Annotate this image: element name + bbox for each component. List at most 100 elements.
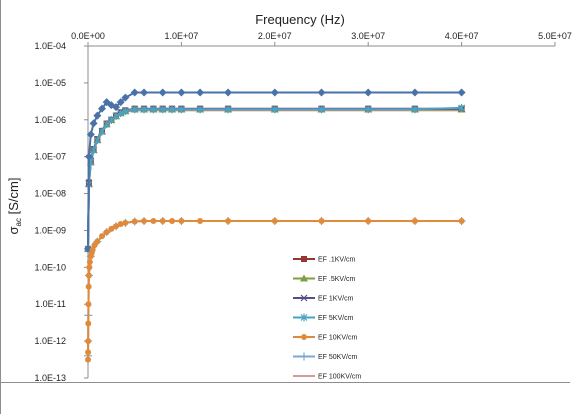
data-point — [112, 103, 121, 112]
data-point — [411, 218, 418, 225]
data-point — [94, 238, 101, 245]
series-line — [87, 107, 462, 249]
data-point — [86, 130, 95, 139]
data-point — [130, 88, 139, 97]
data-point — [86, 264, 93, 271]
y-axis-title: σac [S/cm] — [6, 178, 23, 235]
data-point — [457, 88, 466, 97]
data-point — [103, 229, 110, 236]
data-point — [271, 218, 278, 225]
x-tick-label: 5.0E+07 — [538, 31, 572, 41]
data-point — [90, 146, 98, 155]
y-tick-label: 1.0E-09 — [34, 225, 66, 235]
data-point — [196, 88, 205, 97]
data-point — [116, 98, 125, 107]
x-tick-layer: 0.0E+00 1.0E+07 2.0E+07 3.0E+07 4.0E+07 5.0E+… — [71, 31, 572, 46]
data-point — [131, 105, 139, 114]
series-line — [87, 91, 462, 249]
frame-left-border — [0, 0, 1, 414]
data-point — [117, 220, 124, 227]
y-tick-label: 1.0E-05 — [34, 78, 66, 88]
legend-item: EF .5KV/cm — [293, 274, 356, 283]
y-tick-layer: 1.0E-04 1.0E-05 1.0E-06 1.0E-07 1.0E-08 1.0E-… — [34, 41, 88, 383]
data-point — [158, 88, 167, 97]
legend-swatch-marker — [300, 352, 308, 361]
data-point — [85, 283, 92, 290]
series-line — [87, 220, 462, 360]
data-point — [410, 88, 419, 97]
x-tick-label: 4.0E+07 — [445, 31, 479, 41]
data-point — [411, 105, 419, 114]
data-point — [122, 219, 129, 226]
legend-item: EF 10KV/cm — [293, 334, 357, 342]
data-point — [121, 93, 130, 102]
data-point — [318, 218, 325, 225]
y-axis-title-main: σ — [6, 226, 21, 234]
data-point — [117, 109, 125, 118]
data-point — [197, 218, 204, 225]
data-point — [317, 88, 326, 97]
data-point — [93, 136, 101, 145]
y-tick-label: 1.0E-12 — [34, 336, 66, 346]
legend-label: EF 5KV/cm — [318, 315, 354, 322]
data-point — [140, 88, 149, 97]
y-tick-label: 1.0E-06 — [34, 115, 66, 125]
x-tick-label: 3.0E+07 — [351, 31, 385, 41]
data-point — [270, 88, 279, 97]
data-point — [140, 105, 148, 114]
data-point — [224, 88, 233, 97]
data-point — [365, 218, 372, 225]
data-point — [364, 88, 373, 97]
series-0 — [85, 105, 465, 252]
data-point — [271, 105, 279, 114]
legend: EF .1KV/cm EF .5KV/cm EF 1KV/cm EF 5KV/cm EF… — [293, 256, 361, 381]
data-point — [98, 127, 106, 136]
data-point — [149, 105, 157, 114]
series-7 — [84, 88, 466, 253]
legend-label: EF 100KV/cm — [318, 374, 361, 381]
legend-item: EF 50KV/cm — [293, 352, 357, 361]
frame-bottom-border — [0, 382, 570, 383]
data-point — [131, 218, 138, 225]
data-point — [458, 218, 465, 225]
y-tick-label: 1.0E-07 — [34, 152, 66, 162]
data-point — [121, 107, 129, 116]
data-point — [86, 258, 93, 265]
legend-label: EF 50KV/cm — [318, 354, 357, 361]
data-point — [85, 272, 92, 279]
data-point — [84, 152, 93, 161]
data-point — [225, 218, 232, 225]
axis-title-group: Frequency (Hz) σac [S/cm] — [6, 12, 345, 234]
data-point — [364, 105, 372, 114]
series-line — [87, 107, 462, 249]
y-axis-title-rest: [S/cm] — [6, 178, 21, 218]
data-point — [85, 356, 91, 363]
data-point — [112, 112, 120, 121]
series-3 — [84, 103, 466, 253]
series-2 — [84, 105, 466, 253]
x-tick-label: 2.0E+07 — [258, 31, 292, 41]
data-point — [93, 111, 102, 120]
legend-item: EF 100KV/cm — [293, 374, 361, 381]
data-point — [85, 349, 92, 356]
x-axis-title: Frequency (Hz) — [255, 12, 345, 27]
legend-label: EF .5KV/cm — [318, 276, 356, 283]
data-point — [177, 105, 185, 114]
series-line — [87, 220, 462, 356]
data-point — [108, 225, 115, 232]
data-point — [141, 218, 148, 225]
data-point — [113, 223, 120, 230]
y-tick-label: 1.0E-04 — [34, 41, 66, 51]
y-tick-label: 1.0E-08 — [34, 189, 66, 199]
data-point — [168, 105, 176, 114]
data-point — [85, 320, 92, 327]
legend-label: EF 1KV/cm — [318, 296, 354, 303]
series-layer — [84, 88, 466, 363]
legend-swatch-marker-stroke — [300, 294, 308, 302]
y-axis-title-sub: ac — [14, 218, 23, 226]
legend-swatch-marker — [300, 313, 308, 322]
legend-item: EF .1KV/cm — [293, 256, 356, 264]
data-point — [169, 218, 176, 225]
data-point — [85, 338, 92, 345]
